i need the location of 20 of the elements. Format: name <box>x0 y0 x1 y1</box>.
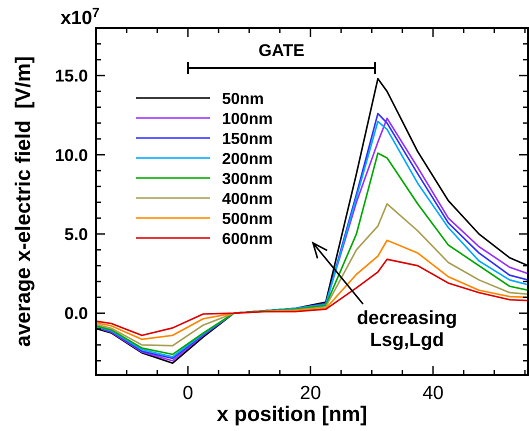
x-tick-label: 20 <box>300 383 322 404</box>
x-axis-title: x position [nm] <box>216 403 368 426</box>
y-tick-label: 5.0 <box>64 224 88 244</box>
y-axis-title: average x-electric field [V/m] <box>12 56 35 347</box>
legend-label: 500nm <box>222 211 273 228</box>
y-tick-label: 15.0 <box>54 66 88 86</box>
annotation: decreasing Lsg,Lgd <box>356 308 458 351</box>
legend-label: 600nm <box>222 231 273 248</box>
annotation: GATE <box>258 41 304 60</box>
legend-label: 200nm <box>222 151 273 168</box>
annotation: x10$^{7}$ <box>60 4 100 29</box>
legend-label: 400nm <box>222 191 273 208</box>
x-tick-label: 0 <box>182 383 194 404</box>
legend-label: 150nm <box>222 131 273 148</box>
y-tick-label: 0.0 <box>64 304 88 324</box>
legend-label: 100nm <box>222 111 273 128</box>
legend-label: 50nm <box>222 91 264 108</box>
legend-label: 300nm <box>222 171 273 188</box>
y-tick-label: 10.0 <box>54 146 88 165</box>
x-tick-label: 40 <box>422 383 444 404</box>
